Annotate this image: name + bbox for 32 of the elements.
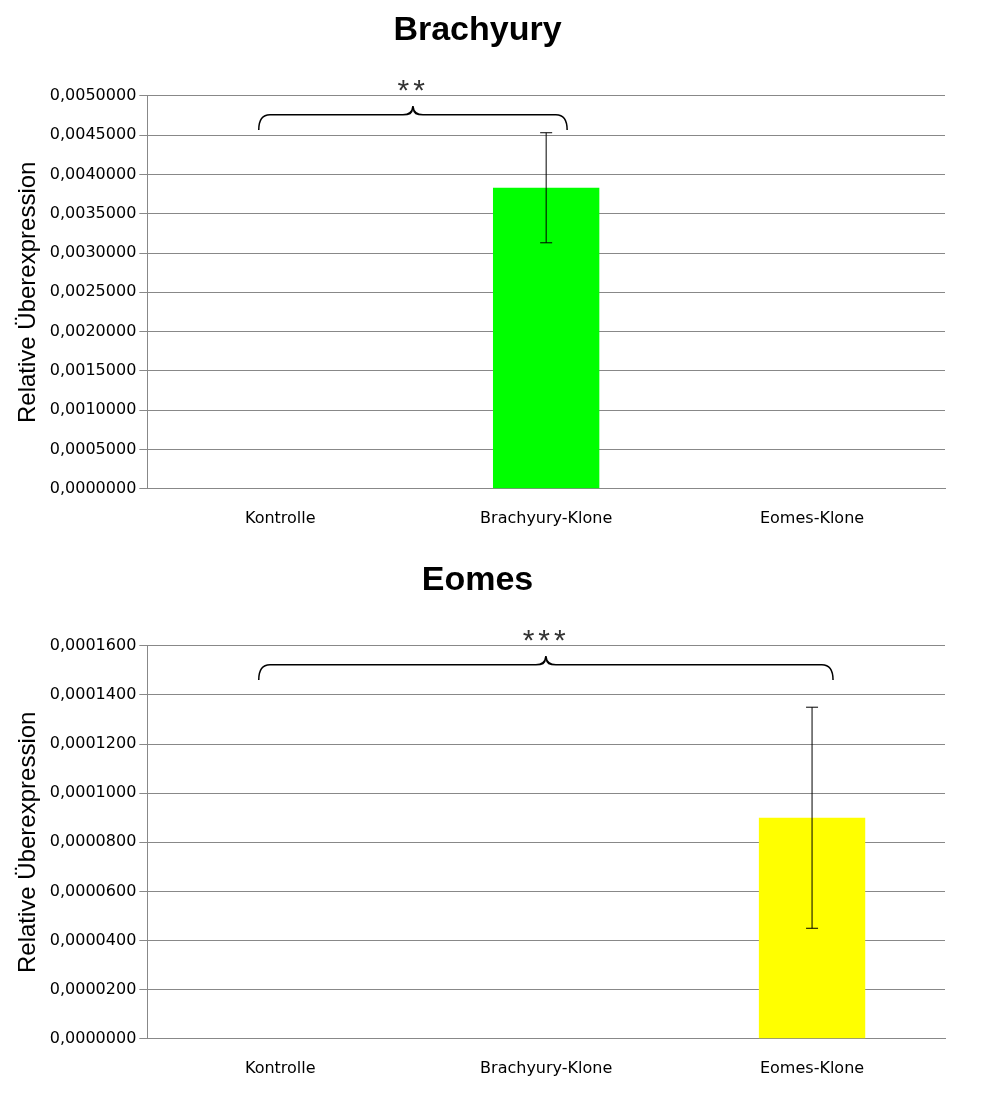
y-axis-title: Relative Überexpression — [13, 711, 41, 974]
y-tick-label: 0,0035000 — [49, 202, 137, 222]
x-tick-label: Brachyury-Klone — [480, 507, 613, 527]
chart-title: Brachyury — [393, 8, 562, 47]
y-tick-label: 0,0001600 — [49, 634, 137, 654]
y-tick-label: 0,0001000 — [49, 782, 137, 802]
annotation: ** — [397, 72, 429, 106]
y-tick-label: 0,0010000 — [49, 399, 137, 419]
y-axis-title: Relative Überexpression — [13, 161, 41, 424]
y-tick-label: 0,0005000 — [49, 438, 137, 458]
y-tick-label: 0,0025000 — [49, 281, 137, 301]
y-tick-label: 0,0000600 — [49, 880, 137, 900]
y-tick-label: 0,0040000 — [49, 163, 137, 183]
y-tick-label: 0,0050000 — [49, 84, 137, 104]
x-tick-label: Brachyury-Klone — [480, 1057, 613, 1077]
chart-title: Eomes — [421, 558, 534, 597]
y-tick-label: 0,0000400 — [49, 929, 137, 949]
x-tick-label: Eomes-Klone — [759, 1057, 865, 1077]
x-tick-label: Kontrolle — [244, 507, 316, 527]
x-tick-label: Eomes-Klone — [759, 507, 865, 527]
y-tick-label: 0,0000200 — [49, 978, 137, 998]
y-tick-label: 0,0001200 — [49, 733, 137, 753]
y-tick-label: 0,0030000 — [49, 242, 137, 262]
annotation: *** — [522, 622, 570, 656]
y-tick-label: 0,0020000 — [49, 320, 137, 340]
y-tick-label: 0,0000000 — [49, 1027, 137, 1047]
y-tick-label: 0,0001400 — [49, 684, 137, 704]
x-tick-label: Kontrolle — [244, 1057, 316, 1077]
y-tick-label: 0,0015000 — [49, 360, 137, 380]
y-tick-label: 0,0000000 — [49, 477, 137, 497]
y-tick-label: 0,0045000 — [49, 124, 137, 144]
y-tick-label: 0,0000800 — [49, 831, 137, 851]
